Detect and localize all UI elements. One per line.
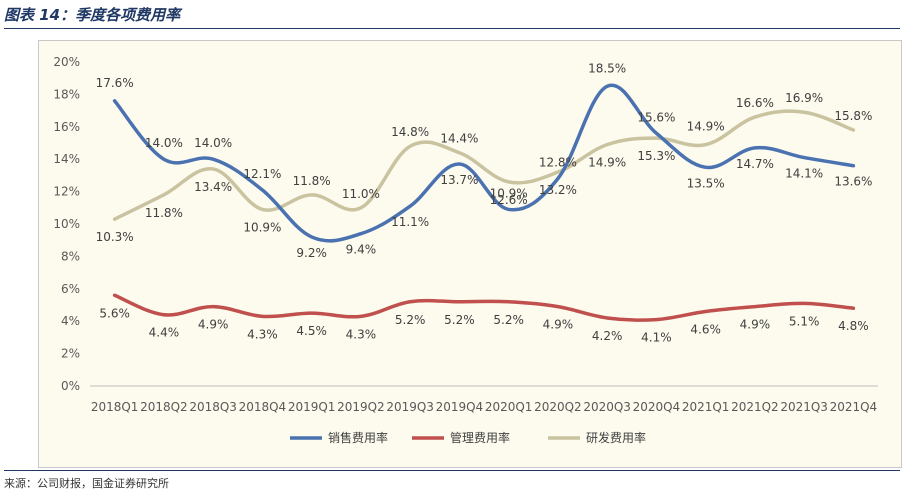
data-label-sales: 11.1% — [391, 215, 429, 229]
x-tick-label: 2019Q2 — [337, 400, 385, 414]
footer-rule — [4, 470, 900, 471]
x-tick-label: 2020Q4 — [633, 400, 681, 414]
x-tick-label: 2021Q1 — [682, 400, 730, 414]
data-label-rnd: 11.0% — [342, 187, 380, 201]
y-tick-label: 2% — [61, 347, 80, 361]
series-line-sales — [112, 83, 856, 243]
legend-label-sales: 销售费用率 — [328, 430, 388, 445]
data-label-admin: 4.3% — [346, 327, 377, 341]
y-tick-label: 10% — [53, 217, 80, 231]
data-label-rnd: 14.9% — [687, 120, 725, 134]
data-label-admin: 4.9% — [198, 318, 229, 332]
x-tick-label: 2020Q1 — [485, 400, 533, 414]
x-tick-label: 2021Q3 — [780, 400, 828, 414]
data-label-admin: 4.6% — [690, 322, 721, 336]
data-label-sales: 17.6% — [96, 76, 134, 90]
data-label-rnd: 12.6% — [490, 193, 528, 207]
data-label-rnd: 16.9% — [785, 91, 823, 105]
data-label-admin: 4.9% — [543, 318, 574, 332]
data-label-rnd: 14.4% — [440, 132, 478, 146]
data-label-rnd: 13.4% — [194, 180, 232, 194]
data-label-sales: 13.7% — [440, 173, 478, 187]
legend-label-admin: 管理费用率 — [450, 430, 510, 445]
x-tick-label: 2020Q2 — [534, 400, 582, 414]
data-label-sales: 18.5% — [588, 61, 626, 75]
x-tick-label: 2018Q4 — [239, 400, 287, 414]
series-line-rnd — [112, 109, 856, 221]
data-label-rnd: 14.9% — [588, 156, 626, 170]
y-tick-label: 18% — [53, 87, 80, 101]
data-label-admin: 5.6% — [99, 306, 130, 320]
source-note: 来源：公司财报，国金证券研究所 — [4, 477, 169, 490]
y-tick-label: 12% — [53, 185, 80, 199]
x-tick-label: 2019Q3 — [386, 400, 434, 414]
data-label-admin: 4.8% — [838, 319, 869, 333]
x-tick-label: 2021Q4 — [830, 400, 878, 414]
y-tick-label: 16% — [53, 120, 80, 134]
title-rule — [4, 28, 900, 29]
data-label-sales: 14.0% — [145, 136, 183, 150]
data-label-rnd: 16.6% — [736, 96, 774, 110]
x-tick-label: 2021Q2 — [731, 400, 779, 414]
y-tick-label: 8% — [61, 249, 80, 263]
data-label-admin: 5.1% — [789, 314, 820, 328]
data-label-rnd: 10.3% — [96, 230, 134, 244]
data-label-sales: 14.0% — [194, 136, 232, 150]
data-label-admin: 4.9% — [740, 318, 771, 332]
data-label-rnd: 13.2% — [539, 183, 577, 197]
data-label-rnd: 10.9% — [243, 220, 281, 234]
y-tick-label: 0% — [61, 379, 80, 393]
data-label-rnd: 15.3% — [637, 149, 675, 163]
x-tick-label: 2018Q3 — [189, 400, 237, 414]
data-label-sales: 14.1% — [785, 167, 823, 181]
series-line-admin — [112, 293, 856, 322]
y-tick-label: 6% — [61, 282, 80, 296]
x-tick-label: 2018Q1 — [91, 400, 139, 414]
chart-panel — [38, 40, 902, 468]
data-label-sales: 15.6% — [637, 110, 675, 124]
data-label-admin: 5.2% — [444, 313, 475, 327]
x-tick-label: 2019Q1 — [288, 400, 336, 414]
data-label-rnd: 11.8% — [293, 174, 331, 188]
x-tick-label: 2018Q2 — [140, 400, 188, 414]
data-label-sales: 14.7% — [736, 157, 774, 171]
data-label-admin: 4.1% — [641, 331, 672, 345]
data-label-rnd: 11.8% — [145, 206, 183, 220]
data-label-sales: 12.8% — [539, 156, 577, 170]
data-label-admin: 4.3% — [247, 327, 278, 341]
data-label-admin: 4.4% — [149, 326, 180, 340]
data-label-sales: 9.4% — [346, 243, 377, 257]
y-tick-label: 20% — [53, 55, 80, 69]
x-tick-label: 2020Q3 — [583, 400, 631, 414]
y-tick-label: 14% — [53, 152, 80, 166]
data-label-sales: 12.1% — [243, 167, 281, 181]
data-label-sales: 10.9% — [490, 186, 528, 200]
data-label-sales: 9.2% — [296, 246, 327, 260]
data-label-sales: 13.5% — [687, 176, 725, 190]
y-tick-label: 4% — [61, 314, 80, 328]
data-label-admin: 5.2% — [395, 313, 426, 327]
data-label-sales: 13.6% — [834, 175, 872, 189]
data-label-admin: 4.2% — [592, 329, 623, 343]
data-label-admin: 4.5% — [296, 324, 327, 338]
data-label-rnd: 15.8% — [834, 109, 872, 123]
chart-title: 图表 14：季度各项费用率 — [4, 6, 181, 24]
data-label-admin: 5.2% — [493, 313, 524, 327]
data-label-rnd: 14.8% — [391, 125, 429, 139]
x-tick-label: 2019Q4 — [436, 400, 484, 414]
legend-label-rnd: 研发费用率 — [586, 430, 646, 445]
